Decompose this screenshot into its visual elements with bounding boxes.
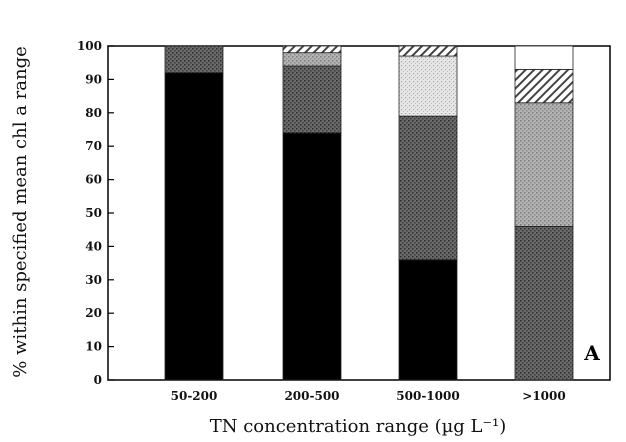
plot-area: 0 10 20 30 40 50 60 70 80 90 100 50-200 200-500 500-…	[77, 39, 611, 403]
y-tick-label: 40	[85, 239, 102, 253]
y-tick-label: 100	[77, 39, 102, 53]
bar-segment	[514, 45, 574, 70]
x-axis-title: TN concentration range (µg L⁻¹)	[210, 416, 507, 437]
bar-segment	[398, 115, 458, 261]
y-tick-label: 50	[85, 206, 102, 220]
bar-segment	[514, 102, 574, 227]
y-tick-label: 90	[85, 72, 102, 86]
bar-segment	[164, 45, 224, 74]
bar-segment	[282, 45, 342, 54]
bar-segment	[398, 55, 458, 117]
x-tick-label: >1000	[522, 389, 565, 403]
bar-segment	[282, 52, 342, 67]
x-axis-ticks: 50-200 200-500 500-1000 >1000	[171, 389, 566, 403]
x-tick-label: 50-200	[171, 389, 218, 403]
bar-segment	[514, 68, 574, 104]
y-tick-label: 10	[85, 340, 102, 354]
bar-segment	[282, 65, 342, 134]
bar-segment	[398, 45, 458, 57]
y-tick-label: 20	[85, 306, 102, 320]
bar-segment	[398, 259, 458, 381]
bars	[164, 45, 574, 381]
bar-segment	[282, 132, 342, 381]
y-tick-label: 0	[94, 373, 102, 387]
y-tick-label: 70	[85, 139, 102, 153]
y-axis-ticks: 0 10 20 30 40 50 60 70 80 90 100	[77, 39, 114, 387]
bar-segment	[164, 72, 224, 381]
y-tick-label: 60	[85, 173, 102, 187]
y-tick-label: 30	[85, 273, 102, 287]
bar-segment	[514, 225, 574, 381]
x-tick-label: 200-500	[284, 389, 339, 403]
x-tick-label: 500-1000	[396, 389, 459, 403]
y-axis-title: % within specified mean chl a range	[10, 46, 31, 378]
panel-label: A	[583, 341, 600, 365]
y-tick-label: 80	[85, 106, 102, 120]
